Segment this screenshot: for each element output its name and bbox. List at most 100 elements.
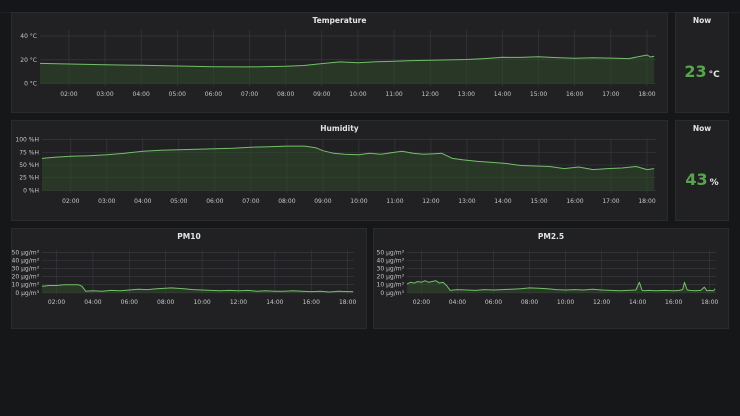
temperature-panel: Temperature 0 °C 20 °C 40 °C 02:00 03:00 04:0… [11, 12, 668, 113]
x-tick-label: 05:00 [169, 91, 186, 98]
y-tick-label: 40 µg/m³ [12, 257, 40, 264]
humidity-now-unit: % [709, 178, 719, 188]
x-tick-label: 04:00 [84, 299, 101, 306]
x-tick-label: 13:00 [458, 198, 475, 205]
x-tick-label: 08:00 [278, 198, 295, 205]
x-tick-label: 11:00 [385, 91, 402, 98]
temperature-chart: 0 °C 20 °C 40 °C 02:00 03:00 04:00 05:00 06:00 0… [20, 30, 656, 98]
series-area [42, 284, 354, 293]
x-tick-label: 11:00 [386, 198, 403, 205]
x-tick-label: 12:00 [230, 299, 247, 306]
y-tick-label: 40 °C [20, 33, 37, 40]
y-tick-label: 10 µg/m³ [377, 282, 405, 289]
x-tick-label: 15:00 [530, 198, 547, 205]
y-tick-label: 0 °C [24, 81, 37, 88]
x-tick-label: 09:00 [314, 198, 331, 205]
y-tick-label: 30 µg/m³ [12, 266, 40, 273]
x-tick-label: 09:00 [313, 91, 330, 98]
x-tick-label: 06:00 [206, 198, 223, 205]
x-tick-label: 18:00 [339, 299, 356, 306]
x-tick-label: 14:00 [494, 91, 511, 98]
x-tick-label: 02:00 [413, 299, 430, 306]
x-tick-label: 07:00 [241, 91, 258, 98]
x-tick-label: 14:00 [266, 299, 283, 306]
humidity-now-panel: Now 43% [675, 120, 729, 221]
panel-title[interactable]: PM2.5 [537, 232, 565, 241]
x-tick-label: 16:00 [566, 198, 583, 205]
y-tick-label: 50 %H [19, 162, 39, 169]
y-tick-label: 25 %H [19, 175, 39, 182]
panel-title[interactable]: Now [692, 124, 712, 133]
x-tick-label: 06:00 [485, 299, 502, 306]
x-tick-label: 18:00 [638, 198, 655, 205]
temperature-now-value: 23 [684, 62, 707, 81]
humidity-chart: 0 %H 25 %H 50 %H 75 %H 100 %H 02:00 03:00 04:00… [15, 137, 656, 205]
series-line [406, 280, 716, 292]
x-tick-label: 12:00 [422, 198, 439, 205]
y-tick-label: 0 µg/m³ [15, 290, 39, 297]
x-tick-label: 14:00 [629, 299, 646, 306]
x-tick-label: 03:00 [98, 198, 115, 205]
x-tick-label: 06:00 [121, 299, 138, 306]
y-tick-label: 30 µg/m³ [377, 266, 405, 273]
x-tick-label: 08:00 [157, 299, 174, 306]
y-tick-label: 50 µg/m³ [377, 249, 405, 256]
series-line [41, 145, 655, 171]
series-line [41, 284, 354, 293]
humidity-panel: Humidity 0 %H 25 %H 50 %H 75 %H 100 %H 02:00 0… [11, 120, 668, 221]
y-tick-label: 0 µg/m³ [380, 290, 404, 297]
x-tick-label: 10:00 [193, 299, 210, 306]
y-tick-label: 20 °C [20, 57, 37, 64]
x-tick-label: 05:00 [170, 198, 187, 205]
x-tick-label: 18:00 [638, 91, 655, 98]
series-area [40, 55, 655, 84]
x-tick-label: 13:00 [458, 91, 475, 98]
x-tick-label: 07:00 [242, 198, 259, 205]
x-tick-label: 02:00 [62, 198, 79, 205]
x-tick-label: 03:00 [96, 91, 113, 98]
y-tick-label: 100 %H [15, 137, 39, 144]
x-tick-label: 16:00 [303, 299, 320, 306]
x-tick-label: 14:00 [494, 198, 511, 205]
panel-title[interactable]: Temperature [312, 16, 367, 25]
x-tick-label: 04:00 [134, 198, 151, 205]
humidity-now-value: 43 [685, 170, 708, 189]
panel-title[interactable]: Humidity [320, 124, 359, 133]
pm25-panel: PM2.5 0 µg/m³ 10 µg/m³ 20 µg/m³ 30 µg/m³ 40 … [373, 228, 729, 329]
x-tick-label: 04:00 [133, 91, 150, 98]
y-tick-label: 10 µg/m³ [12, 282, 40, 289]
pm10-panel: PM10 0 µg/m³ 10 µg/m³ 20 µg/m³ 30 µg/m³ 40 µ… [11, 228, 367, 329]
series-area [42, 146, 655, 191]
y-tick-label: 40 µg/m³ [377, 257, 405, 264]
panel-title[interactable]: PM10 [177, 232, 201, 241]
y-tick-label: 75 %H [19, 149, 39, 156]
x-tick-label: 08:00 [277, 91, 294, 98]
x-tick-label: 02:00 [60, 91, 77, 98]
x-tick-label: 15:00 [530, 91, 547, 98]
x-tick-label: 16:00 [566, 91, 583, 98]
y-tick-label: 20 µg/m³ [12, 274, 40, 281]
x-tick-label: 04:00 [449, 299, 466, 306]
temperature-now-unit: °C [708, 70, 720, 80]
x-tick-label: 16:00 [665, 299, 682, 306]
temperature-now-panel: Now 23 °C [675, 12, 729, 113]
x-tick-label: 10:00 [557, 299, 574, 306]
x-tick-label: 18:00 [701, 299, 718, 306]
stat-row: 23 °C [676, 62, 728, 81]
x-tick-label: 17:00 [602, 91, 619, 98]
x-tick-label: 17:00 [602, 198, 619, 205]
x-tick-label: 12:00 [593, 299, 610, 306]
x-tick-label: 06:00 [205, 91, 222, 98]
y-tick-label: 20 µg/m³ [377, 274, 405, 281]
panel-title[interactable]: Now [692, 16, 712, 25]
y-tick-label: 50 µg/m³ [12, 249, 40, 256]
x-tick-label: 08:00 [521, 299, 538, 306]
stat-row: 43% [676, 170, 728, 189]
y-tick-label: 0 %H [23, 187, 39, 194]
x-tick-label: 12:00 [422, 91, 439, 98]
series-line [39, 54, 655, 68]
x-tick-label: 10:00 [350, 198, 367, 205]
x-tick-label: 10:00 [349, 91, 366, 98]
